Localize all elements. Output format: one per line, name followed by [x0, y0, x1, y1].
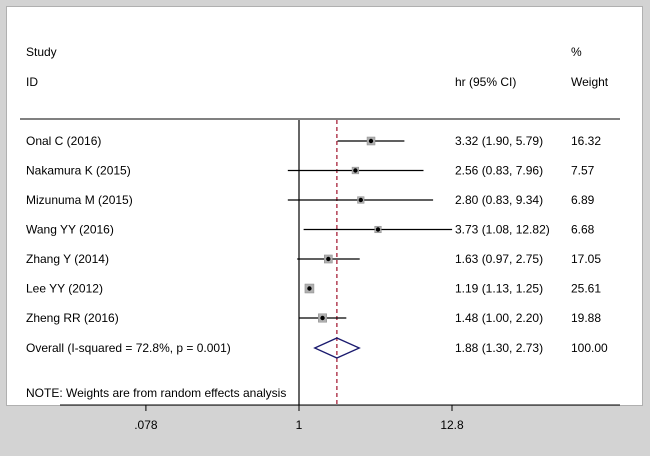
- study-ci-0: 3.32 (1.90, 5.79): [455, 134, 543, 148]
- study-weight-1: 7.57: [571, 164, 595, 178]
- study-ci-2: 2.80 (0.83, 9.34): [455, 193, 543, 207]
- study-ci-4: 1.63 (0.97, 2.75): [455, 252, 543, 266]
- forest-plot: Study ID hr (95% CI) % Weight NOTE: Weig…: [0, 0, 650, 456]
- study-point-0: [369, 139, 373, 143]
- study-weight-0: 16.32: [571, 134, 601, 148]
- study-label-5: Lee YY (2012): [26, 282, 103, 296]
- overall-ci: 1.88 (1.30, 2.73): [455, 341, 543, 355]
- study-point-6: [320, 316, 324, 320]
- study-ci-5: 1.19 (1.13, 1.25): [455, 282, 543, 296]
- study-label-4: Zhang Y (2014): [26, 252, 109, 266]
- study-weight-5: 25.61: [571, 282, 601, 296]
- header-id: ID: [26, 75, 38, 89]
- study-ci-6: 1.48 (1.00, 2.20): [455, 311, 543, 325]
- header-percent: %: [571, 45, 582, 59]
- study-label-2: Mizunuma M (2015): [26, 193, 133, 207]
- x-tick-label-2: 12.8: [440, 418, 464, 432]
- study-point-1: [353, 168, 357, 172]
- study-ci-1: 2.56 (0.83, 7.96): [455, 164, 543, 178]
- overall-label: Overall (I-squared = 72.8%, p = 0.001): [26, 341, 231, 355]
- overall-weight: 100.00: [571, 341, 608, 355]
- study-point-2: [359, 198, 363, 202]
- study-label-1: Nakamura K (2015): [26, 164, 131, 178]
- header-study: Study: [26, 45, 57, 59]
- study-point-4: [326, 257, 330, 261]
- study-weight-2: 6.89: [571, 193, 595, 207]
- study-point-5: [307, 286, 311, 290]
- x-tick-label-0: .078: [134, 418, 158, 432]
- note-text: NOTE: Weights are from random effects an…: [26, 386, 286, 400]
- study-weight-6: 19.88: [571, 311, 601, 325]
- header-weight: Weight: [571, 75, 609, 89]
- header-ci: hr (95% CI): [455, 75, 516, 89]
- study-label-0: Onal C (2016): [26, 134, 101, 148]
- study-ci-3: 3.73 (1.08, 12.82): [455, 223, 550, 237]
- study-label-6: Zheng RR (2016): [26, 311, 119, 325]
- study-weight-4: 17.05: [571, 252, 601, 266]
- study-label-3: Wang YY (2016): [26, 223, 114, 237]
- x-tick-label-1: 1: [296, 418, 303, 432]
- study-point-3: [376, 227, 380, 231]
- study-weight-3: 6.68: [571, 223, 595, 237]
